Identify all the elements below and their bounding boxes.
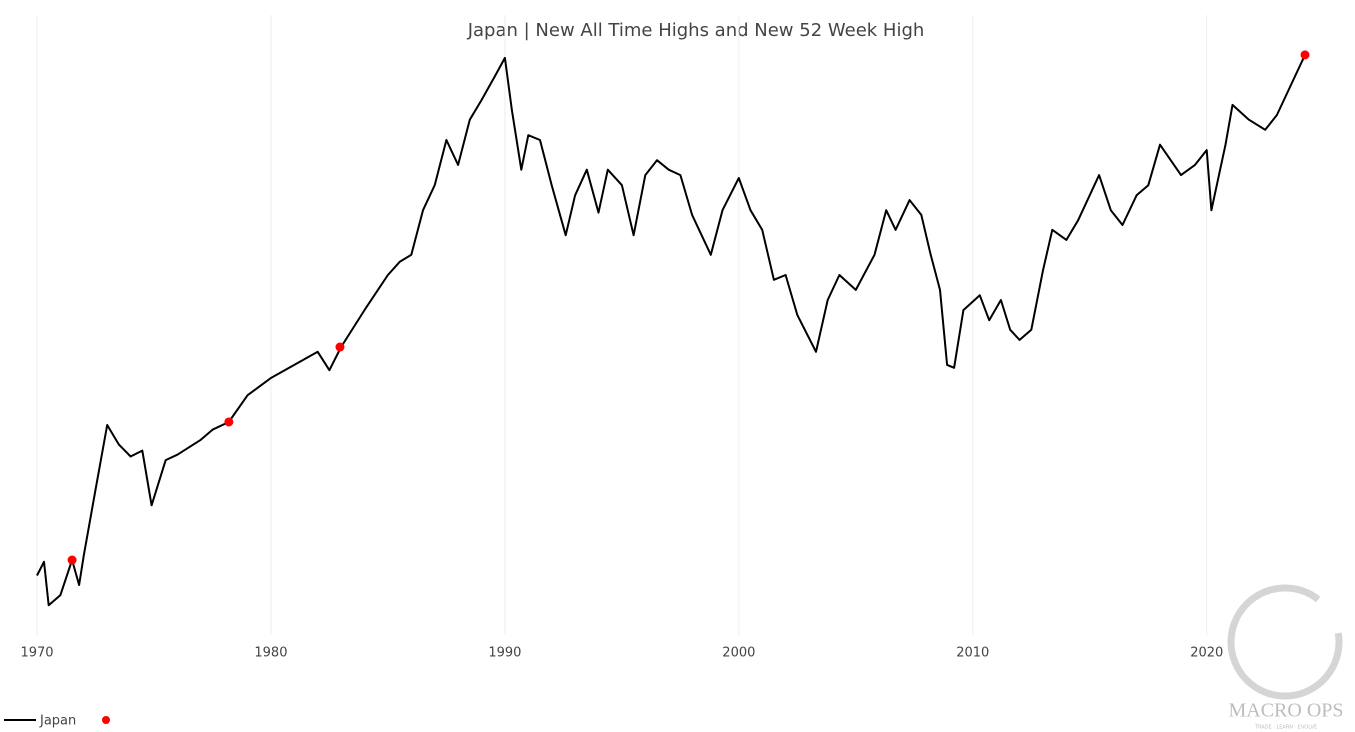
watermark-ring	[1227, 584, 1343, 700]
x-tick-label: 1990	[488, 646, 521, 661]
x-tick-label: 2010	[956, 646, 989, 661]
legend-swatch	[102, 716, 110, 724]
legend-label: Japan	[39, 714, 76, 729]
high-marker	[67, 555, 77, 565]
watermark: MACRO OPS TRADE · LEARN · EVOLVE	[1227, 584, 1344, 731]
x-tick-label: 1970	[20, 646, 53, 661]
high-marker	[335, 342, 345, 352]
x-tick-label: 1980	[254, 646, 287, 661]
x-tick-label: 2020	[1190, 646, 1223, 661]
series-line	[36, 54, 1306, 607]
watermark-brand: MACRO OPS	[1228, 700, 1343, 722]
high-marker	[1300, 50, 1310, 60]
watermark-tagline: TRADE · LEARN · EVOLVE	[1254, 725, 1317, 731]
high-marker	[224, 417, 234, 427]
chart-title: Japan | New All Time Highs and New 52 We…	[467, 20, 925, 41]
x-tick-label: 2000	[722, 646, 755, 661]
